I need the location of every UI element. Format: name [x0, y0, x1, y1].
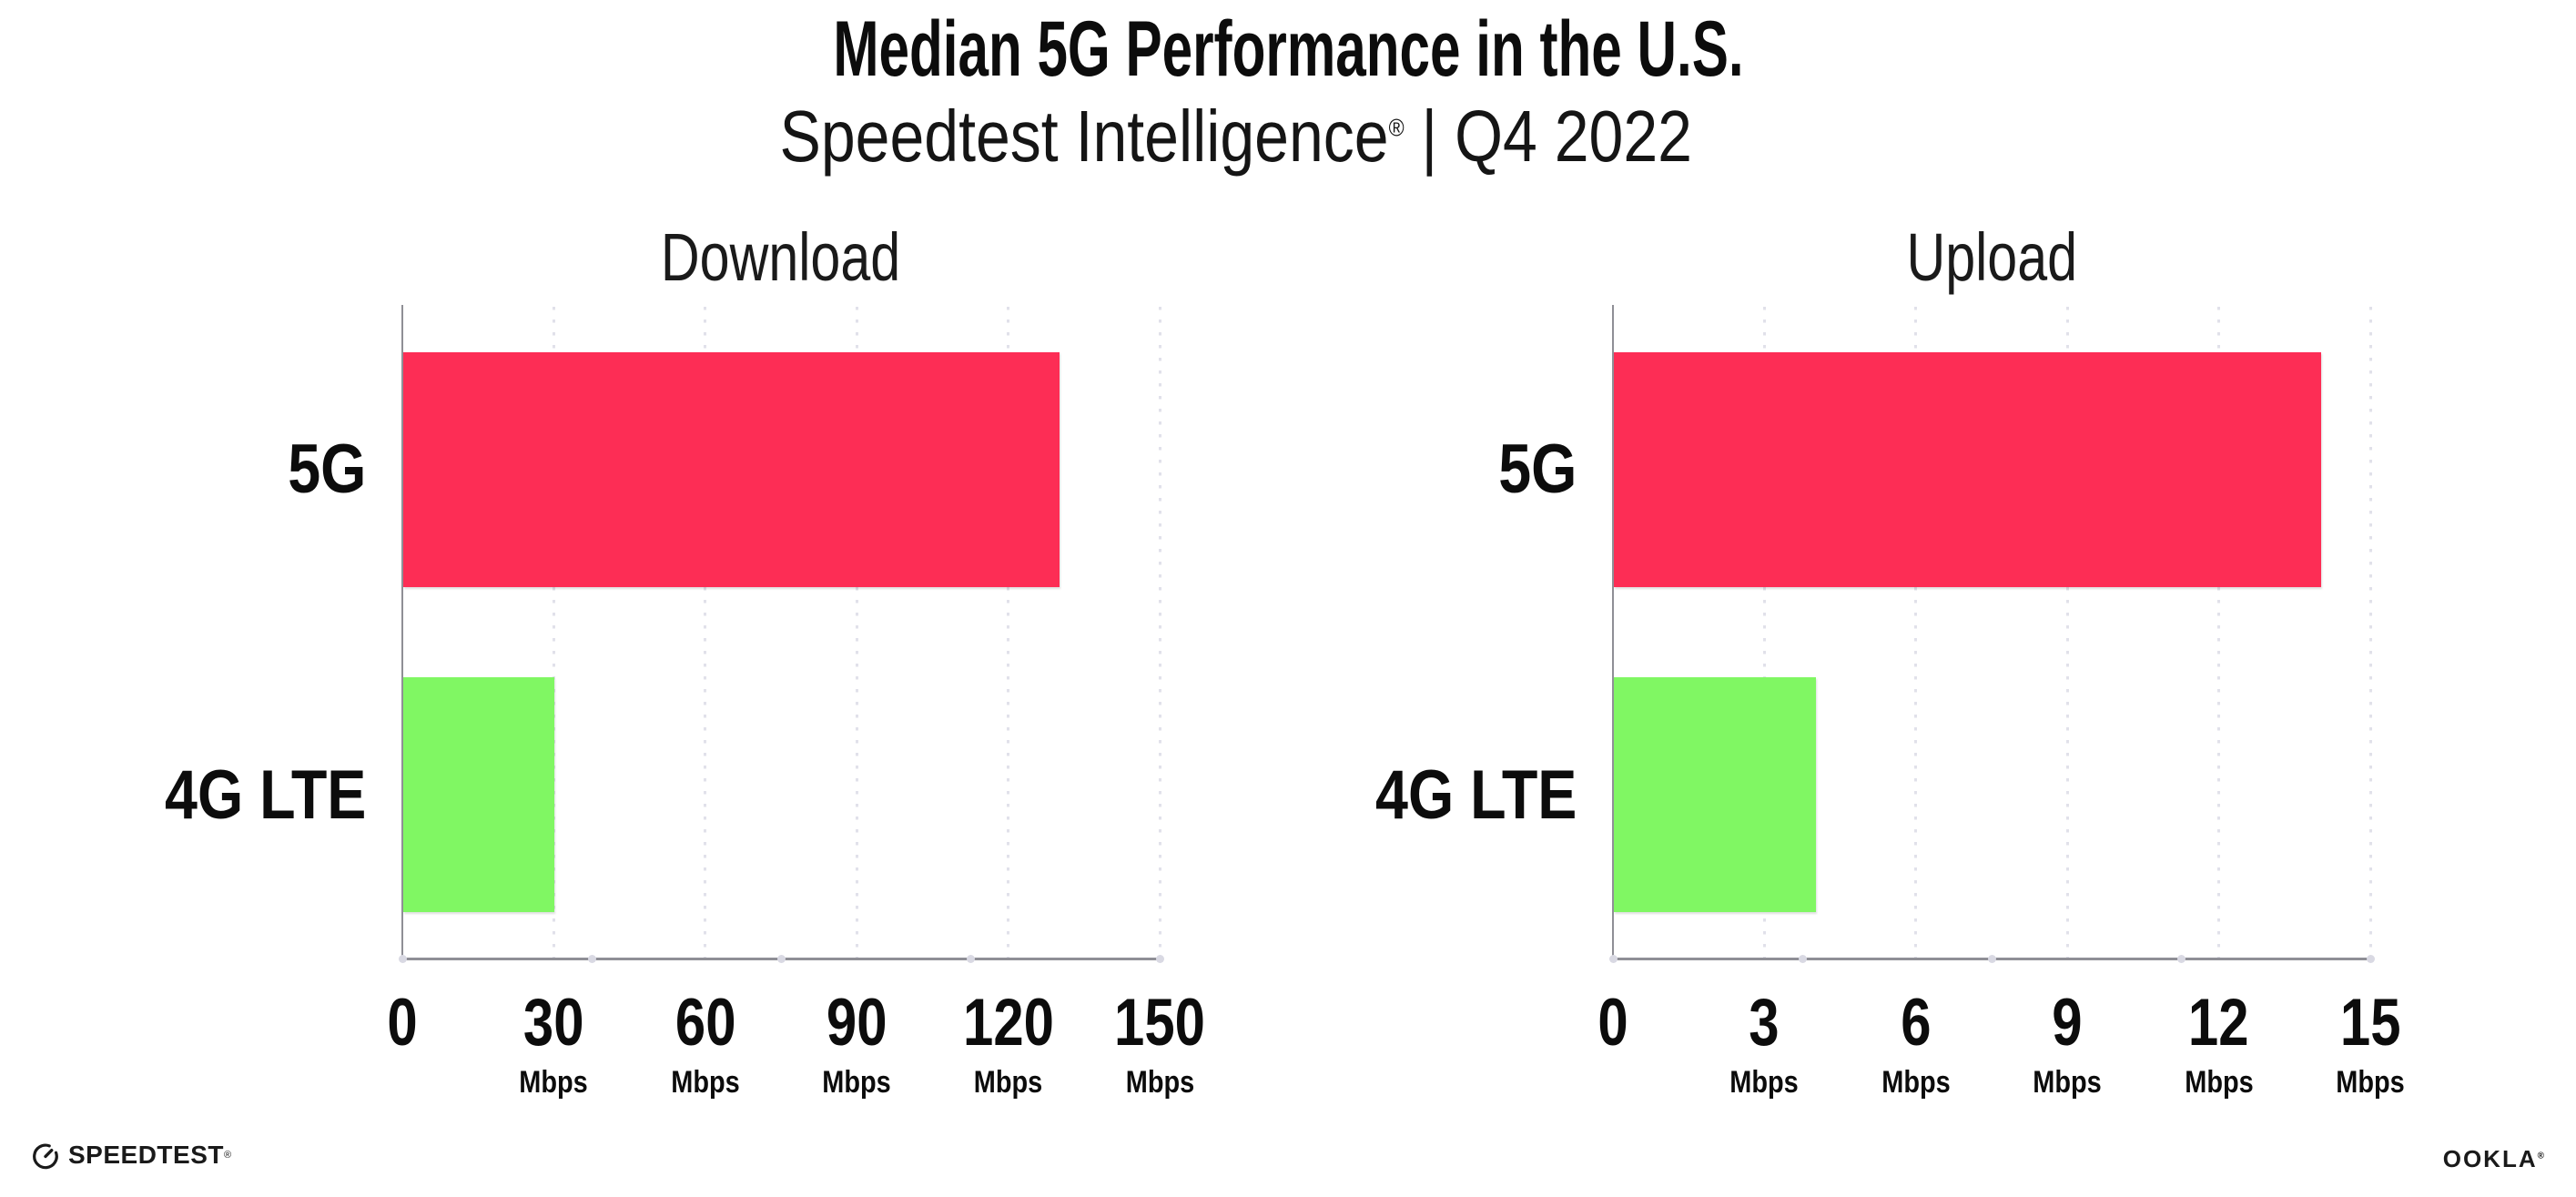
upload-plot-area	[1608, 305, 2375, 963]
x-axis-tick-unit: Mbps	[2336, 1065, 2405, 1100]
upload-x-axis-tick-15: 15 Mbps	[2330, 986, 2411, 1101]
x-axis-tick-unit: Mbps	[1881, 1065, 1951, 1100]
ookla-registered-mark: ®	[2537, 1151, 2546, 1161]
upload-x-axis-tick-12: 12 Mbps	[2178, 986, 2259, 1101]
upload-x-axis-tick-6: 6 Mbps	[1875, 986, 1956, 1101]
y-axis-label-text: 4G LTE	[1374, 756, 1577, 834]
upload-y-axis-label-4g-lte: 4G LTE	[1231, 633, 1577, 959]
download-axis-dot	[966, 954, 975, 963]
speedtest-gauge-icon	[33, 1143, 58, 1170]
upload-bar-4g-lte	[1614, 677, 1816, 913]
upload-x-axis-tick-3: 3 Mbps	[1724, 986, 1805, 1101]
page-title-text: Median 5G Performance in the U.S.	[832, 5, 1744, 93]
download-axis-dot	[398, 954, 407, 963]
download-y-axis-line	[401, 305, 403, 959]
x-axis-tick-unit: Mbps	[1729, 1065, 1800, 1100]
x-axis-tick-value: 150	[1114, 986, 1205, 1060]
download-gridline-90	[855, 307, 858, 958]
x-axis-tick-unit: Mbps	[2184, 1065, 2254, 1100]
download-axis-dot	[587, 954, 596, 963]
download-x-axis-tick-90: 90 Mbps	[816, 986, 898, 1101]
download-bar-5g	[403, 351, 1060, 587]
x-axis-tick-unit: Mbps	[519, 1065, 589, 1100]
upload-y-axis-label-5g: 5G	[1231, 307, 1577, 633]
x-axis-tick-value: 30	[523, 986, 584, 1060]
x-axis-tick-value: 6	[1901, 986, 1932, 1060]
download-gridline-30	[552, 307, 555, 958]
upload-y-axis-line	[1612, 305, 1614, 959]
download-y-axis-label-4g-lte: 4G LTE	[20, 633, 366, 959]
speedtest-registered-mark: ®	[223, 1150, 232, 1161]
download-plot-area	[398, 305, 1164, 963]
subtitle-brand: Speedtest Intelligence	[779, 96, 1389, 177]
upload-axis-dot	[1608, 954, 1618, 963]
registered-mark: ®	[1388, 113, 1405, 142]
download-axis-dot	[1155, 954, 1164, 963]
x-axis-tick-unit: Mbps	[822, 1065, 891, 1100]
upload-gridline-9	[2065, 307, 2069, 958]
download-axis-dot	[776, 954, 786, 963]
upload-axis-dot	[1798, 954, 1807, 963]
upload-axis-dot	[2176, 954, 2186, 963]
download-gridline-150	[1158, 307, 1161, 958]
x-axis-tick-unit: Mbps	[2033, 1065, 2102, 1100]
upload-gridline-3	[1762, 307, 1766, 958]
upload-gridline-6	[1914, 307, 1918, 958]
y-axis-label-text: 4G LTE	[164, 756, 366, 834]
download-gridline-120	[1007, 307, 1010, 958]
download-y-axis-label-5g: 5G	[20, 307, 366, 633]
y-axis-label-text: 5G	[287, 431, 366, 509]
speedtest-wordmark: SPEEDTEST	[68, 1141, 224, 1169]
x-axis-tick-value: 15	[2339, 986, 2401, 1060]
upload-x-axis-tick-0: 0	[1595, 989, 1632, 1058]
download-chart-title: Download	[661, 219, 901, 295]
ookla-logo: OOKLA®	[2443, 1145, 2546, 1173]
x-axis-tick-unit: Mbps	[671, 1065, 740, 1100]
subtitle-period: | Q4 2022	[1404, 96, 1693, 177]
page-title: Median 5G Performance in the U.S.	[0, 7, 2576, 91]
upload-bar-5g	[1614, 351, 2321, 587]
download-x-axis-tick-150: 150 Mbps	[1104, 986, 1215, 1101]
x-axis-tick-unit: Mbps	[1125, 1065, 1194, 1100]
x-axis-tick-value: 60	[674, 986, 736, 1060]
upload-gridline-12	[2217, 307, 2221, 958]
download-x-axis-tick-30: 30 Mbps	[513, 986, 594, 1101]
page-subtitle-text: Speedtest Intelligence® | Q4 2022	[780, 95, 1693, 178]
speedtest-logo: SPEEDTEST ®	[30, 1140, 231, 1171]
download-gridline-60	[704, 307, 707, 958]
x-axis-tick-value: 0	[387, 986, 418, 1060]
x-axis-tick-value: 90	[826, 986, 887, 1060]
upload-gridline-15	[2368, 307, 2372, 958]
x-axis-tick-value: 9	[2052, 986, 2083, 1060]
x-axis-tick-value: 12	[2188, 986, 2249, 1060]
x-axis-tick-value: 120	[962, 986, 1054, 1060]
ookla-wordmark: OOKLA	[2442, 1145, 2538, 1172]
x-axis-tick-unit: Mbps	[973, 1065, 1043, 1100]
download-x-axis-tick-120: 120 Mbps	[953, 986, 1064, 1101]
upload-axis-dot	[1987, 954, 1996, 963]
upload-axis-dot	[2366, 954, 2375, 963]
download-x-axis-tick-0: 0	[384, 989, 421, 1058]
upload-chart-title: Upload	[1906, 219, 2077, 295]
upload-x-axis-tick-9: 9 Mbps	[2027, 986, 2108, 1101]
page-subtitle: Speedtest Intelligence® | Q4 2022	[0, 95, 2524, 178]
x-axis-tick-value: 0	[1597, 986, 1628, 1060]
y-axis-label-text: 5G	[1497, 431, 1577, 509]
download-x-axis-tick-60: 60 Mbps	[664, 986, 745, 1101]
x-axis-tick-value: 3	[1749, 986, 1780, 1060]
download-bar-4g-lte	[403, 677, 555, 913]
